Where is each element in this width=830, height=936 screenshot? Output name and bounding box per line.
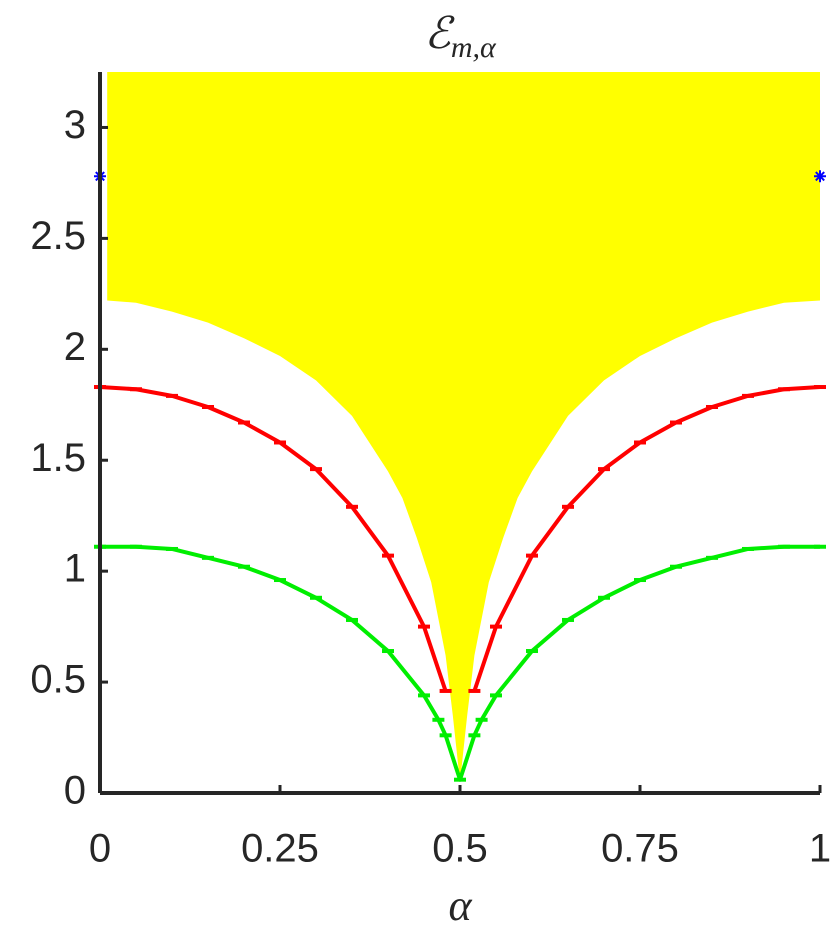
- x-tick-label: 0: [89, 827, 111, 871]
- y-tick-label: 2.5: [30, 214, 86, 258]
- y-tick-label: 3: [64, 103, 86, 147]
- y-tick-label: 1: [64, 547, 86, 591]
- x-axis-label: α: [448, 881, 472, 930]
- y-tick-label: 0: [64, 769, 86, 813]
- x-tick-label: 0.75: [601, 827, 679, 871]
- x-tick-label: 0.25: [241, 827, 319, 871]
- y-tick-label: 0.5: [30, 658, 86, 702]
- title-subscript: m,α: [451, 31, 497, 64]
- x-tick-label: 1: [809, 827, 830, 871]
- asterisk-marker: [814, 170, 826, 183]
- y-tick-label: 1.5: [30, 436, 86, 480]
- title-main: ℰ: [424, 9, 455, 58]
- chart-title: ℰm,α: [424, 9, 497, 64]
- x-tick-label: 0.5: [432, 827, 488, 871]
- y-tick-label: 2: [64, 325, 86, 369]
- area: [107, 72, 820, 782]
